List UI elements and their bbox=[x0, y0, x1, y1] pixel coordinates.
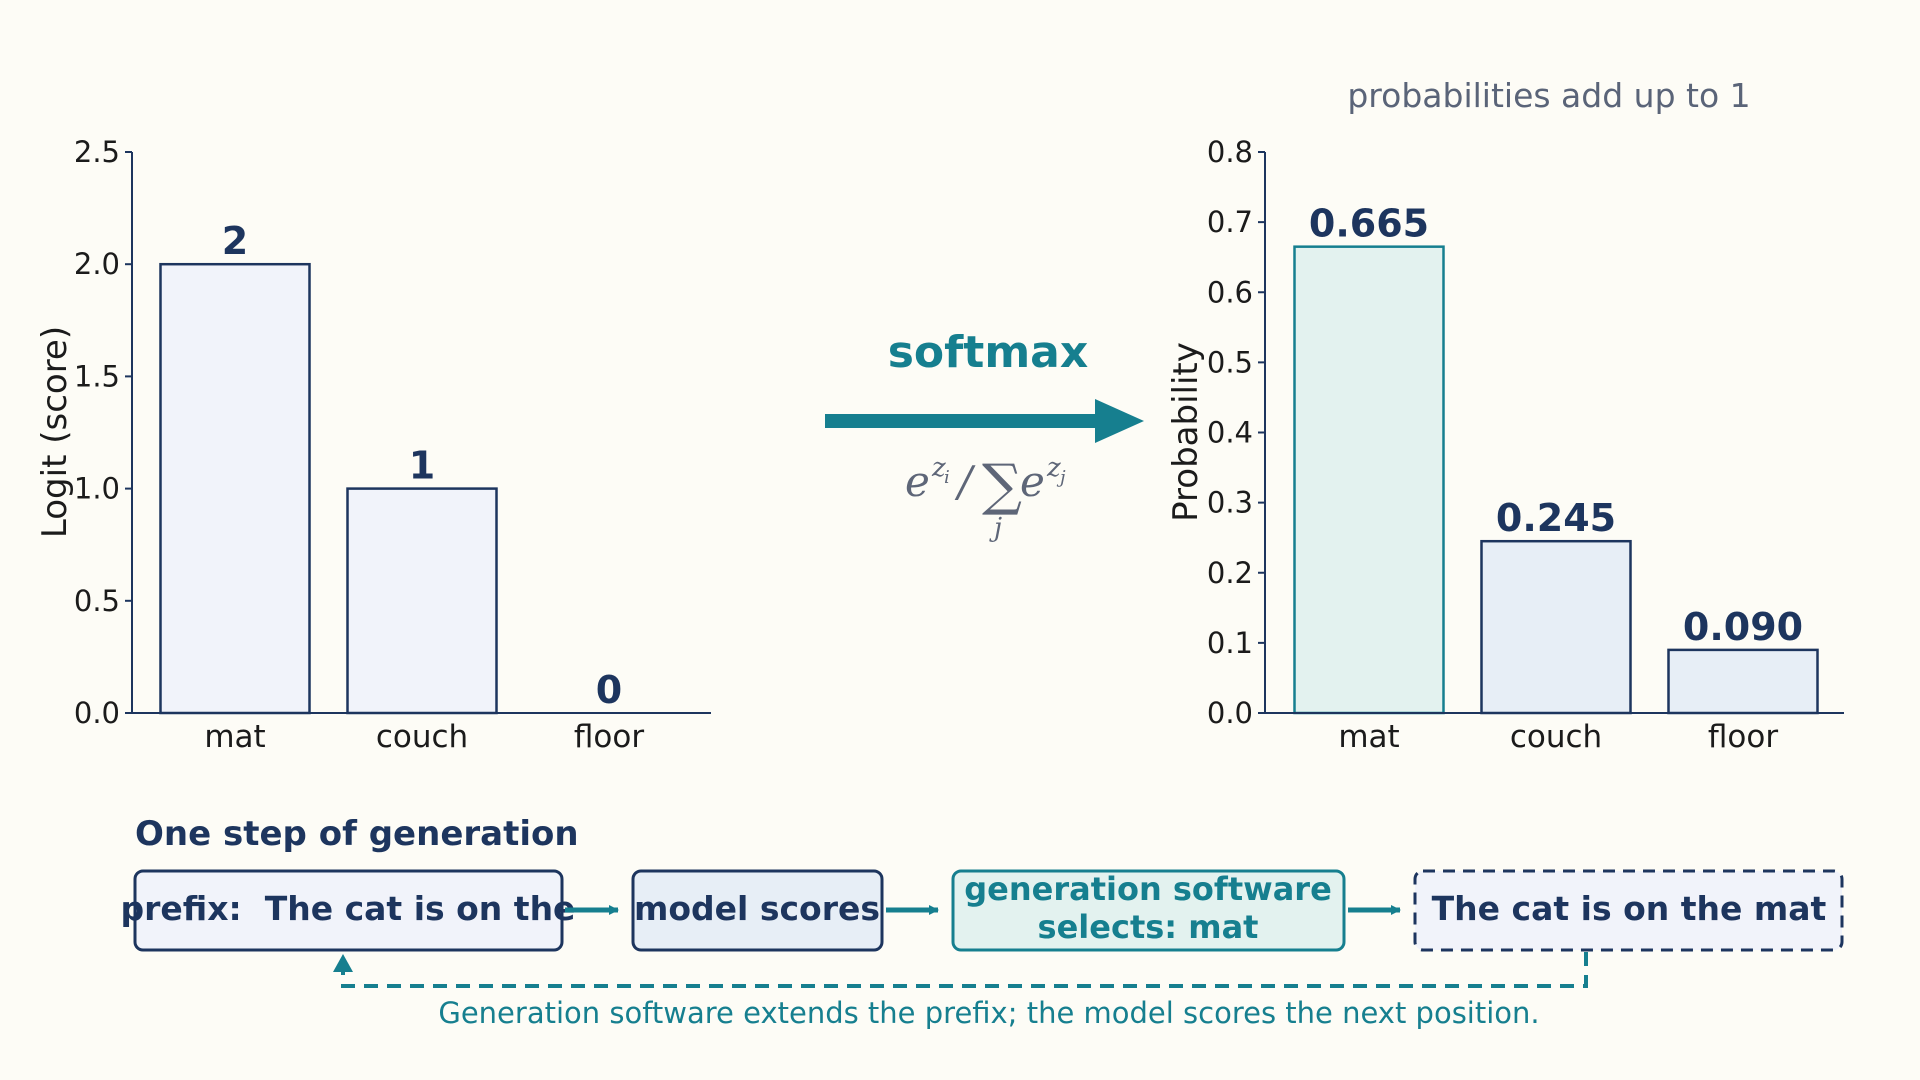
logit-y-ticks: 0.0 0.5 1.0 1.5 2.0 2.5 bbox=[74, 135, 132, 730]
softmax-formula: e z i / ∑ j e z j bbox=[905, 453, 1066, 543]
x-tick-label-floor: floor bbox=[1708, 719, 1778, 755]
generation-flow: One step of generation prefix: The cat i… bbox=[121, 814, 1844, 1030]
x-tick-label-floor: floor bbox=[574, 719, 644, 755]
bar-couch bbox=[1480, 539, 1632, 715]
y-tick-label: 0.0 bbox=[74, 696, 120, 730]
y-tick-label: 0.5 bbox=[74, 584, 120, 618]
y-tick-label: 1.5 bbox=[74, 359, 120, 393]
formula-den-sup: z bbox=[1046, 453, 1061, 483]
x-tick-label-couch: couch bbox=[376, 719, 468, 755]
logit-value-labels: 2 1 0 bbox=[222, 219, 622, 712]
y-tick-label: 0.6 bbox=[1207, 275, 1253, 309]
formula-e-numerator: e bbox=[905, 457, 930, 506]
y-tick-label: 2.5 bbox=[74, 135, 120, 169]
probability-x-tick-labels: mat couch floor bbox=[1338, 719, 1778, 755]
probability-annotation: probabilities add up to 1 bbox=[1347, 76, 1750, 115]
flow-step-result: The cat is on the mat bbox=[1413, 869, 1844, 952]
softmax-arrow-shaft bbox=[825, 414, 1102, 428]
x-tick-label-mat: mat bbox=[1338, 719, 1399, 755]
x-tick-label-couch: couch bbox=[1510, 719, 1602, 755]
formula-num-sub: i bbox=[944, 467, 950, 488]
y-tick-label: 0.7 bbox=[1207, 205, 1253, 239]
bar-floor bbox=[1667, 648, 1819, 715]
flow-box-selection bbox=[951, 869, 1346, 952]
flow-box-prefix bbox=[133, 869, 564, 952]
softmax-label: softmax bbox=[888, 327, 1089, 378]
y-tick-label: 0.4 bbox=[1207, 416, 1253, 450]
generation-section-title: One step of generation bbox=[135, 814, 579, 854]
formula-sigma: ∑ bbox=[982, 453, 1022, 518]
formula-e-denominator: e bbox=[1020, 457, 1045, 506]
probability-chart: probabilities add up to 1 0.665 0.245 0.09… bbox=[1166, 76, 1844, 755]
y-tick-label: 0.5 bbox=[1207, 345, 1253, 379]
softmax-arrowhead bbox=[1095, 399, 1144, 443]
bar-mat bbox=[159, 262, 311, 715]
y-tick-label: 0.3 bbox=[1207, 486, 1253, 520]
bar-mat bbox=[1293, 245, 1445, 715]
flow-step-prefix: prefix: The cat is on the bbox=[121, 869, 576, 952]
probability-value-labels: 0.665 0.245 0.090 bbox=[1309, 202, 1803, 649]
feedback-caption: Generation software extends the prefix; … bbox=[438, 996, 1539, 1030]
feedback-loop-arrow bbox=[341, 952, 1588, 988]
flow-box-result bbox=[1413, 869, 1844, 952]
bar-couch bbox=[346, 487, 498, 715]
flow-label-selection-line1: generation software bbox=[964, 870, 1332, 908]
flow-box-model bbox=[631, 869, 884, 952]
formula-slash: / bbox=[954, 457, 976, 506]
value-label-mat: 0.665 bbox=[1309, 202, 1429, 246]
logit-bars bbox=[159, 262, 498, 715]
value-label-floor: 0 bbox=[596, 668, 622, 712]
logit-x-tick-labels: mat couch floor bbox=[204, 719, 644, 755]
x-tick-label-mat: mat bbox=[204, 719, 265, 755]
formula-den-sub: j bbox=[1056, 467, 1066, 488]
feedback-arrowhead bbox=[333, 954, 353, 972]
flow-label-prefix: prefix: The cat is on the bbox=[121, 889, 576, 928]
logit-chart: 2 1 0 0.0 0.5 1.0 1.5 2.0 2.5 mat couch floor Log… bbox=[35, 135, 711, 755]
value-label-floor: 0.090 bbox=[1683, 605, 1803, 649]
probability-y-axis-label: Probability bbox=[1166, 342, 1206, 522]
value-label-mat: 2 bbox=[222, 219, 248, 263]
value-label-couch: 0.245 bbox=[1496, 496, 1616, 540]
y-tick-label: 1.0 bbox=[74, 472, 120, 506]
y-tick-label: 0.8 bbox=[1207, 135, 1253, 169]
logit-y-axis-label: Logit (score) bbox=[35, 326, 75, 538]
flow-step-selection: generation software selects: mat bbox=[951, 869, 1346, 952]
softmax-transform: softmax e z i / ∑ j e z j bbox=[825, 327, 1144, 543]
flow-step-model: model scores bbox=[631, 869, 884, 952]
y-tick-label: 0.1 bbox=[1207, 626, 1253, 660]
probability-bars bbox=[1293, 245, 1819, 715]
value-label-couch: 1 bbox=[409, 444, 435, 488]
probability-y-ticks: 0.0 0.1 0.2 0.3 0.4 0.5 0.6 0.7 0.8 bbox=[1207, 135, 1265, 730]
y-tick-label: 0.0 bbox=[1207, 696, 1253, 730]
flow-label-model: model scores bbox=[634, 889, 880, 928]
y-tick-label: 0.2 bbox=[1207, 556, 1253, 590]
flow-label-selection-line2: selects: mat bbox=[1038, 908, 1259, 946]
flow-label-result: The cat is on the mat bbox=[1432, 889, 1827, 928]
formula-num-sup: z bbox=[931, 453, 946, 483]
y-tick-label: 2.0 bbox=[74, 247, 120, 281]
